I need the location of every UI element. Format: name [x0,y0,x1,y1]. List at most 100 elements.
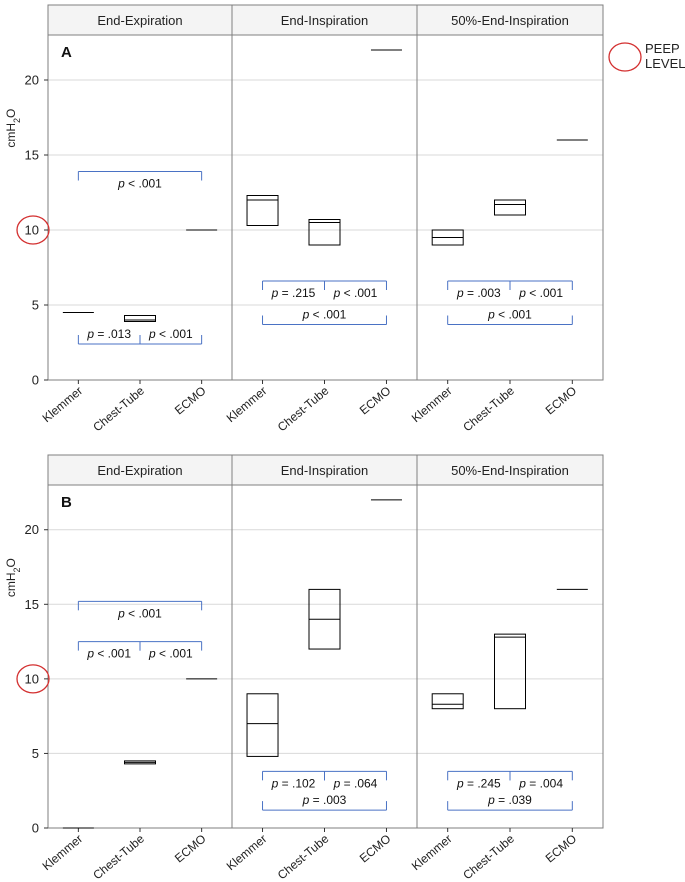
x-tick-label: Chest-Tube [90,383,147,434]
panel-title: End-Expiration [97,463,182,478]
x-tick-label: Klemmer [224,832,270,874]
comparison-bracket: p < .001 [139,327,203,345]
comparison-bracket: p < .001 [77,600,203,620]
legend-label-line1: PEEP [645,41,680,56]
panel-50%-End-Inspiration: 50%-End-Inspiration Klemmer Chest-Tube ECMO… [409,13,588,434]
x-tick-label: Chest-Tube [90,831,147,882]
panel-End-Expiration: End-Expiration Klemmer Chest-Tube ECMO p = .… [40,13,218,434]
p-value-label: p < .001 [148,327,193,341]
x-tick-label: ECMO [357,384,394,418]
x-tick-label: Klemmer [409,384,455,426]
p-value-label: p = .004 [518,776,563,790]
comparison-bracket: p = .013 [77,327,141,345]
p-value-label: p = .064 [333,776,378,790]
comparison-bracket: p < .001 [262,308,387,325]
legend-label-line2: LEVEL [645,56,685,71]
x-tick-label: Chest-Tube [275,383,332,434]
p-value-label: p = .102 [271,776,316,790]
panel-label: A [61,44,72,61]
comparison-bracket: p < .001 [139,641,203,661]
x-tick-label: Chest-Tube [275,831,332,882]
comparison-bracket: p = .245 [447,770,511,790]
x-tick-label: Klemmer [40,384,86,426]
y-tick-label: 10 [25,223,39,238]
comparison-bracket: p < .001 [77,171,203,191]
y-tick-label: 20 [25,73,39,88]
legend: PEEP LEVEL [608,41,685,72]
peep-level-circle-icon [16,664,50,694]
box [246,693,279,757]
x-tick-label: ECMO [172,384,209,418]
p-value-label: p < .001 [86,647,131,661]
panel-End-Expiration: End-Expiration Klemmer Chest-Tube ECMO p < .… [40,463,218,882]
box [431,693,464,710]
panel-title: End-Inspiration [281,13,368,28]
comparison-bracket: p = .215 [262,280,325,300]
box [494,199,526,216]
comparison-bracket: p < .001 [509,280,573,300]
box [494,633,526,710]
p-value-label: p = .013 [86,327,131,341]
x-tick-label: ECMO [543,832,580,866]
p-value-label: p = .245 [456,776,501,790]
box [246,195,279,226]
x-tick-label: ECMO [543,384,580,418]
y-tick-label: 10 [25,671,39,686]
comparison-bracket: p = .003 [447,280,511,300]
panel-label: B [61,494,72,511]
x-tick-label: ECMO [172,832,209,866]
y-tick-label: 5 [32,298,39,313]
panel-title: 50%-End-Inspiration [451,463,569,478]
y-tick-label: 15 [25,597,39,612]
comparison-bracket: p = .102 [262,770,325,790]
x-tick-label: ECMO [357,832,394,866]
peep-level-circle-icon [16,215,50,245]
p-value-label: p < .001 [518,286,563,300]
p-value-label: p < .001 [148,647,193,661]
x-tick-label: Klemmer [40,832,86,874]
panel-End-Inspiration: End-Inspiration Klemmer Chest-Tube ECMO p = … [224,463,402,882]
p-value-label: p = .003 [302,793,347,807]
y-tick-label: 0 [32,373,39,388]
x-tick-label: Chest-Tube [460,383,517,434]
comparison-bracket: p < .001 [77,641,141,661]
p-value-label: p < .001 [333,286,378,300]
legend-circle-icon [608,42,642,72]
comparison-bracket: p < .001 [324,280,387,300]
comparison-bracket: p = .004 [509,770,573,790]
y-tick-label: 20 [25,522,39,537]
panel-title: End-Inspiration [281,463,368,478]
p-value-label: p = .039 [487,793,532,807]
panel-title: End-Expiration [97,13,182,28]
y-axis-label: cmH2O [4,558,22,597]
y-tick-label: 5 [32,746,39,761]
p-value-label: p < .001 [487,308,532,322]
p-value-label: p < .001 [117,177,162,191]
panel-End-Inspiration: End-Inspiration Klemmer Chest-Tube ECMO p = … [224,13,402,434]
plot-frame [47,454,604,829]
box [124,315,156,322]
x-tick-label: Klemmer [224,384,270,426]
comparison-bracket: p = .039 [447,793,573,811]
p-value-label: p = .003 [456,286,501,300]
comparison-bracket: p = .003 [262,793,387,811]
x-tick-label: Chest-Tube [460,831,517,882]
panel-header-bg [48,455,603,485]
comparison-bracket: p = .064 [324,770,387,790]
p-value-label: p = .215 [271,286,316,300]
panel-header-bg [48,5,603,35]
p-value-label: p < .001 [302,308,347,322]
y-axis-label: cmH2O [4,109,22,148]
p-value-label: p < .001 [117,606,162,620]
x-tick-label: Klemmer [409,832,455,874]
box [308,219,341,246]
comparison-bracket: p < .001 [447,308,573,325]
y-tick-label: 15 [25,148,39,163]
panel-50%-End-Inspiration: 50%-End-Inspiration Klemmer Chest-Tube ECMO… [409,463,588,882]
panel-title: 50%-End-Inspiration [451,13,569,28]
y-tick-label: 0 [32,821,39,836]
plot-frame [47,4,604,381]
